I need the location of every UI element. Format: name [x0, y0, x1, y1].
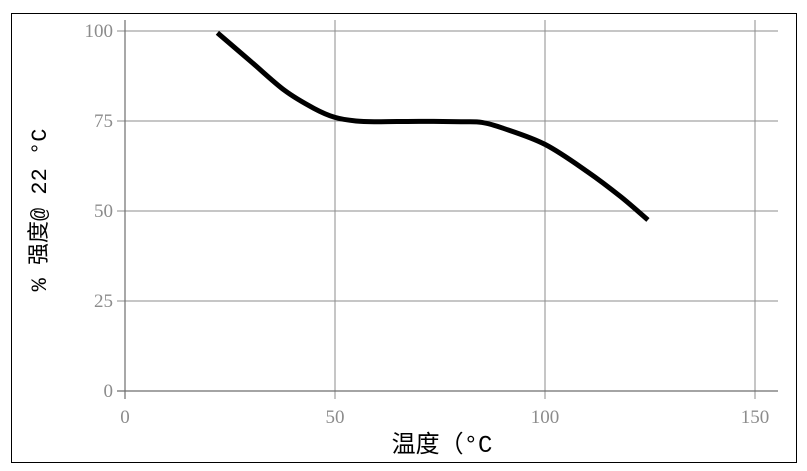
y-tick-label: 0: [104, 381, 114, 402]
data-series: [215, 30, 650, 222]
axes: [117, 20, 778, 399]
tick-labels: 0 25 50 75 100 0 50 100 150: [85, 21, 770, 428]
x-tick-label: 150: [741, 407, 770, 428]
chart-frame: [11, 13, 797, 463]
x-tick-label: 50: [326, 407, 345, 428]
y-tick-label: 75: [94, 111, 113, 132]
x-tick-label: 0: [120, 407, 130, 428]
x-axis-label: 温度（°C: [392, 431, 493, 460]
series-line: [215, 30, 650, 222]
y-tick-label: 100: [85, 21, 114, 42]
y-axis-label: % 强度@ 22 °C: [27, 129, 53, 292]
x-tick-label: 100: [531, 407, 560, 428]
grid-lines: [117, 20, 778, 399]
y-tick-label: 25: [94, 291, 113, 312]
y-tick-label: 50: [94, 201, 113, 222]
